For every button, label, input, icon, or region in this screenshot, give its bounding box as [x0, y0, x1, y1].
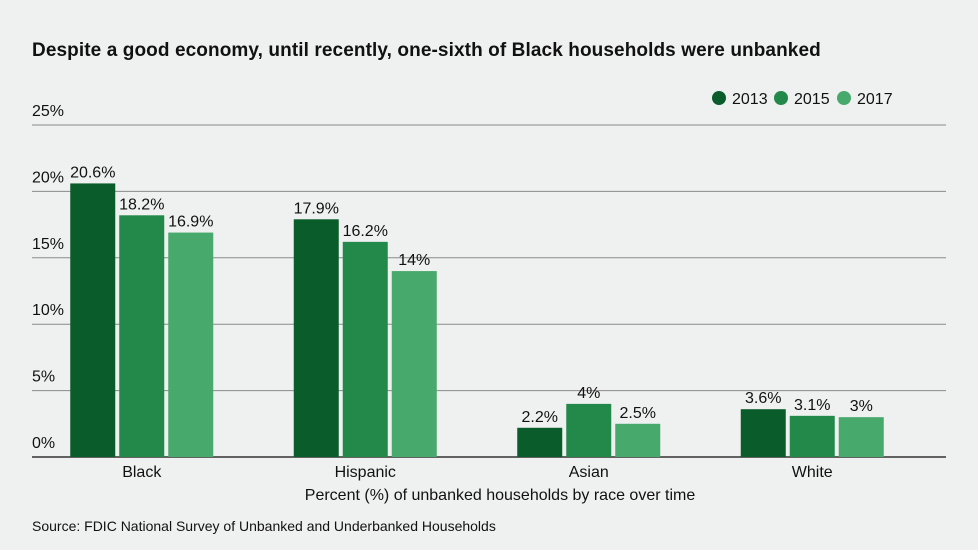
bar-asian-2013 — [517, 427, 563, 457]
chart-title: Despite a good economy, until recently, … — [32, 40, 821, 61]
bars — [70, 183, 884, 457]
bar-white-2013 — [740, 409, 786, 457]
y-tick-label: 25% — [32, 103, 64, 120]
data-label: 2.2% — [522, 409, 558, 426]
y-axis-ticks: 0% 5% 10% 15% 20% 25% — [32, 103, 64, 452]
source-note: Source: FDIC National Survey of Unbanked… — [32, 518, 496, 534]
y-tick-label: 5% — [32, 369, 55, 386]
x-category-label: White — [792, 464, 833, 481]
legend-label: 2015 — [794, 91, 830, 108]
bar-hispanic-2013 — [293, 219, 339, 457]
data-label: 17.9% — [294, 200, 339, 217]
y-tick-label: 15% — [32, 236, 64, 253]
data-label: 3% — [850, 398, 873, 415]
bar-asian-2017 — [615, 423, 661, 457]
bar-black-2013 — [70, 183, 116, 457]
y-tick-label: 20% — [32, 169, 64, 186]
data-label: 18.2% — [119, 196, 164, 213]
bar-asian-2015 — [566, 403, 612, 457]
legend-swatch — [774, 91, 788, 105]
data-label: 2.5% — [620, 405, 656, 422]
data-label: 14% — [398, 252, 430, 269]
legend: 2013 2015 2017 — [712, 91, 893, 108]
data-label: 3.6% — [745, 390, 781, 407]
legend-label: 2017 — [857, 91, 893, 108]
legend-swatch — [837, 91, 851, 105]
x-axis-categories: Black Hispanic Asian White — [122, 464, 833, 481]
bar-hispanic-2017 — [391, 271, 437, 457]
x-category-label: Black — [122, 464, 162, 481]
x-category-label: Asian — [569, 464, 609, 481]
bar-black-2017 — [168, 232, 214, 457]
legend-swatch — [712, 91, 726, 105]
y-tick-label: 0% — [32, 435, 55, 452]
bar-white-2017 — [838, 417, 884, 457]
x-category-label: Hispanic — [335, 464, 396, 481]
x-axis-title: Percent (%) of unbanked households by ra… — [305, 487, 696, 504]
data-label: 4% — [577, 385, 600, 402]
bar-black-2015 — [119, 215, 165, 457]
data-label: 16.9% — [168, 214, 213, 231]
y-tick-label: 10% — [32, 302, 64, 319]
bar-white-2015 — [789, 415, 835, 457]
data-label: 16.2% — [343, 223, 388, 240]
legend-label: 2013 — [732, 91, 768, 108]
data-label: 3.1% — [794, 397, 830, 414]
bar-hispanic-2015 — [342, 241, 388, 457]
data-labels: 20.6%18.2%16.9% 17.9%16.2% 14% 2.2% 4% 2.5% 3.… — [70, 164, 873, 425]
data-label: 20.6% — [70, 164, 115, 181]
